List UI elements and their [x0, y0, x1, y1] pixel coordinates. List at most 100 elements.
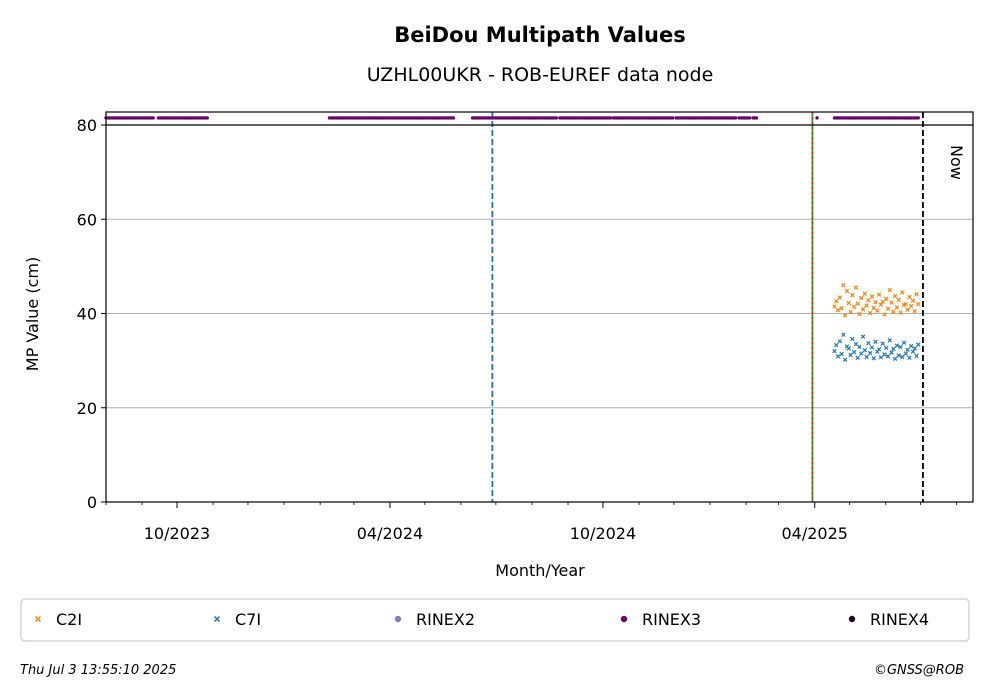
data-point-C2I [837, 295, 843, 300]
data-point-C2I [908, 303, 914, 309]
rinex3-availability [104, 116, 921, 120]
availability-point [733, 116, 738, 120]
data-point-C2I [892, 293, 898, 299]
data-point-C2I [857, 311, 862, 317]
y-tick-label: 0 [87, 493, 97, 512]
data-point-C2I [885, 306, 891, 312]
data-point-C7I [910, 349, 916, 354]
data-point-C2I [882, 312, 887, 317]
legend-item-rinex3: RINEX3 [620, 610, 701, 629]
data-point-C7I [857, 344, 862, 350]
data-point-C2I [875, 308, 880, 313]
x-tick-label: 10/2024 [570, 524, 636, 543]
data-point-C2I [850, 292, 855, 298]
data-point-C7I [916, 342, 921, 347]
data-point-C2I [848, 309, 853, 315]
legend-label: C2I [56, 610, 82, 629]
axes: 0 20 40 60 80 10/2023 04/2024 10/2024 04/2025 [77, 111, 974, 543]
data-point-C2I [903, 301, 909, 307]
data-point-C7I [883, 345, 889, 351]
data-point-C2I [844, 288, 850, 294]
data-point-C7I [867, 350, 873, 356]
availability-point [815, 116, 819, 120]
x-tick-label: 04/2024 [357, 524, 423, 543]
data-point-C2I [871, 305, 876, 311]
data-point-C7I [864, 354, 869, 360]
data-point-C2I [851, 304, 857, 310]
legend-marker [620, 615, 628, 623]
data-point-C7I [835, 354, 841, 359]
data-point-C2I [842, 313, 848, 318]
data-point-C2I [900, 290, 905, 295]
footer-timestamp: Thu Jul 3 13:55:10 2025 [20, 663, 176, 678]
data-point-C2I [894, 305, 900, 310]
legend-marker [394, 615, 402, 623]
data-point-C7I [869, 345, 875, 350]
data-point-C7I [892, 356, 898, 361]
chart-title: BeiDou Multipath Values [394, 23, 686, 47]
series-C7I [832, 332, 921, 362]
data-point-C2I [878, 302, 884, 307]
x-tick-label: 10/2023 [144, 524, 210, 543]
data-point-C2I [867, 310, 873, 316]
data-point-C7I [882, 352, 887, 357]
data-point-C2I [860, 307, 866, 312]
data-point-C7I [908, 343, 914, 349]
availability-point [608, 116, 613, 120]
data-point-C7I [837, 339, 843, 344]
footer-copyright: ©GNSS@ROB [874, 663, 964, 678]
data-point-C2I [855, 301, 860, 306]
data-point-C7I [894, 343, 900, 348]
data-point-C7I [832, 348, 837, 354]
legend-label: RINEX2 [416, 610, 475, 629]
data-point-C2I [883, 296, 889, 302]
data-point-C7I [841, 332, 846, 337]
availability-point [451, 116, 456, 120]
data-point-C7I [871, 356, 876, 361]
data-series [832, 283, 921, 362]
data-point-C2I [880, 299, 885, 304]
legend-label: RINEX3 [642, 610, 701, 629]
availability-point [554, 116, 559, 120]
y-tick-label: 40 [77, 305, 97, 324]
data-point-C7I [907, 355, 912, 361]
data-point-C2I [907, 294, 912, 300]
data-point-C2I [839, 306, 844, 311]
data-point-C7I [842, 357, 848, 362]
data-point-C7I [851, 349, 857, 355]
data-point-C2I [832, 304, 837, 309]
y-tick-label: 20 [77, 399, 97, 418]
data-point-C7I [846, 346, 851, 351]
data-point-C7I [834, 342, 839, 348]
availability-point [916, 116, 921, 120]
availability-point [205, 116, 209, 120]
data-point-C7I [862, 348, 868, 353]
availability-point [671, 116, 675, 120]
data-point-C2I [910, 298, 916, 304]
data-point-C7I [901, 340, 907, 345]
chart-subtitle: UZHL00UKR - ROB-EUREF data node [367, 64, 714, 86]
data-point-C2I [866, 298, 871, 303]
data-point-C7I [855, 355, 860, 361]
now-label: Now [947, 145, 966, 180]
data-point-C7I [876, 347, 882, 352]
legend-label: C7I [235, 610, 261, 629]
y-tick-label: 60 [77, 210, 97, 229]
data-point-C2I [891, 309, 896, 314]
data-point-C7I [873, 339, 878, 344]
data-point-C7I [839, 351, 844, 357]
data-point-C7I [903, 351, 909, 356]
availability-point [747, 116, 752, 120]
legend: C2I C7I RINEX2 RINEX3 RINEX4 [20, 598, 970, 642]
data-point-C2I [841, 283, 846, 288]
vertical-markers [491, 112, 924, 502]
x-axis-label: Month/Year [495, 561, 585, 580]
gridlines [106, 218, 973, 409]
y-tick-label: 80 [77, 116, 97, 135]
data-point-C7I [853, 341, 859, 347]
data-point-C7I [898, 344, 903, 350]
legend-marker [213, 615, 221, 623]
legend-item-rinex2: RINEX2 [394, 610, 475, 629]
